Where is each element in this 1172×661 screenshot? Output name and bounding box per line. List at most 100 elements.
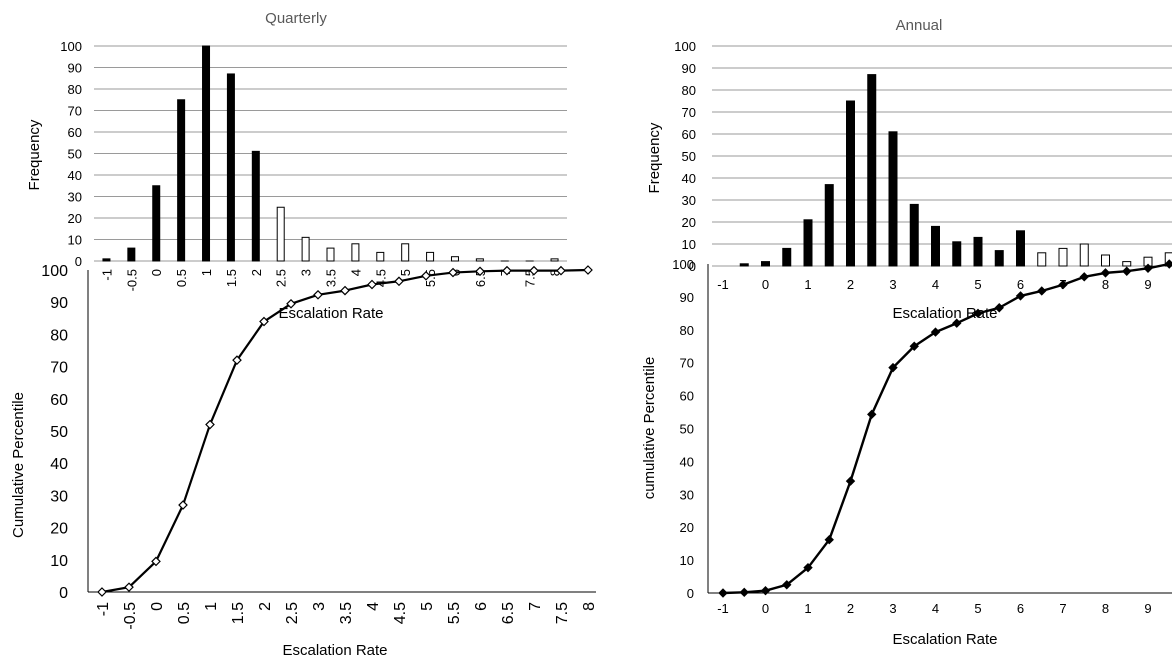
annual-bar	[739, 263, 749, 267]
quarterly-cumulative-y-tick-label: 20	[50, 521, 68, 538]
annual-bar	[994, 250, 1004, 267]
quarterly-bar	[226, 73, 235, 262]
annual-cumulative-point	[760, 585, 771, 596]
quarterly-x-tick-label: 0	[149, 269, 164, 276]
annual-gridlines	[712, 45, 1172, 267]
quarterly-title: Quarterly	[265, 10, 327, 27]
quarterly-cumulative-y-tick-label: 50	[50, 424, 68, 441]
annual-cumulative-line	[718, 259, 1172, 598]
quarterly-x-tick-label: 8	[548, 269, 563, 276]
annual-cumulative-y-tick-label: 20	[680, 520, 694, 535]
quarterly-cumulative-point	[151, 556, 161, 567]
quarterly-cumulative-point	[367, 279, 377, 290]
annual-cumulative-point	[973, 308, 983, 319]
quarterly-x-ticks: -1-0.500.511.522.533.544.555.566.577.58	[99, 269, 562, 291]
annual-x-tick-label: 3	[889, 277, 896, 292]
annual-cumulative-y-tick-label: 80	[680, 323, 694, 338]
annual-bar	[888, 131, 898, 267]
annual-bar	[931, 225, 940, 267]
annual-x-tick-label: 6	[1017, 277, 1024, 292]
annual-bar	[846, 100, 855, 267]
annual-bar	[824, 184, 834, 267]
annual-title: Annual	[896, 17, 943, 34]
annual-y-tick-label: 20	[682, 215, 696, 230]
annual-bar	[909, 203, 919, 267]
annual-cumulative-point	[1079, 272, 1089, 282]
annual-x-tick-label: 0	[762, 277, 769, 292]
annual-histogram: Annual 0 10 20 30 40 50 60 70 80 90 100 -1 0 1 2 3 4 5 6 7…	[646, 17, 1172, 322]
annual-cumulative-x-tick-label: 8	[1102, 601, 1109, 616]
quarterly-y-tick-label: 10	[68, 233, 82, 248]
annual-y-ticks: 0 10 20 30 40 50 60 70 80 90 100	[674, 39, 696, 274]
quarterly-cumulative-x-tick-label: 1.5	[230, 602, 247, 624]
quarterly-bar	[251, 150, 260, 262]
quarterly-cumulative-point	[421, 270, 431, 281]
quarterly-cumulative-point	[205, 419, 215, 430]
annual-cumulative-y-tick-label: 90	[680, 290, 694, 305]
quarterly-cumulative-point	[502, 265, 512, 276]
annual-cumulative-point	[718, 588, 728, 598]
quarterly-cumulative-point	[394, 276, 404, 287]
quarterly-y-tick-label: 90	[68, 61, 82, 76]
quarterly-y-tick-label: 70	[68, 104, 82, 119]
quarterly-bar	[351, 243, 360, 262]
quarterly-x-tick-label: 1.5	[224, 269, 239, 287]
annual-cumulative-y-tick-label: 30	[680, 487, 694, 502]
annual-cumulative-point	[739, 587, 749, 598]
quarterly-cumulative-y-tick-label: 40	[50, 456, 68, 473]
annual-cumulative-y-tick-label: 40	[680, 454, 694, 469]
quarterly-cumulative-x-ticks: -1 -0.5 0 0.5 1 1.5 2 2.5 3 3.5 4 4.5 5 5.5 6 6.5 7 7.5 8	[95, 602, 598, 630]
annual-cumulative-x-tick-label: 5	[974, 601, 981, 616]
quarterly-bar	[152, 185, 161, 262]
quarterly-y-tick-label: 20	[68, 211, 82, 226]
annual-cumulative-x-tick-label: 9	[1144, 601, 1151, 616]
quarterly-cumulative-x-tick-label: 7	[527, 602, 544, 611]
quarterly-x-tick-label: -0.5	[124, 269, 139, 291]
quarterly-x-tick-label: 2	[249, 269, 264, 276]
annual-cumulative-point	[1122, 266, 1132, 276]
quarterly-cumulative-line	[97, 265, 593, 597]
quarterly-gridlines	[94, 45, 567, 262]
quarterly-x-axis-title: Escalation Rate	[278, 305, 383, 322]
quarterly-y-ticks: 0 10 20 30 40 50 60 70 80 90 100	[60, 39, 82, 269]
quarterly-bar	[177, 99, 186, 262]
annual-cumulative-y-tick-label: 60	[680, 389, 694, 404]
annual-cumulative-y-tick-label: 0	[687, 586, 694, 601]
annual-bar	[1016, 230, 1025, 267]
quarterly-cumulative-point	[583, 265, 593, 275]
quarterly-cumulative-point	[124, 582, 134, 593]
quarterly-x-tick-label: 5	[398, 269, 413, 276]
quarterly-cumulative-y-tick-label: 90	[50, 295, 68, 312]
annual-x-tick-label: 5	[974, 277, 981, 292]
quarterly-x-tick-label: 4	[348, 269, 363, 276]
annual-y-tick-label: 30	[682, 193, 696, 208]
quarterly-cumulative-axes	[87, 270, 596, 593]
quarterly-cumulative-x-tick-label: 2	[257, 602, 274, 611]
annual-cumulative-point	[909, 341, 919, 351]
quarterly-y-tick-label: 30	[68, 190, 82, 205]
quarterly-cumulative-y-tick-label: 0	[59, 585, 68, 602]
annual-x-tick-label: 2	[847, 277, 854, 292]
annual-cumulative-axes	[707, 264, 1172, 594]
quarterly-bar	[127, 247, 136, 262]
quarterly-cumulative-x-tick-label: 6.5	[500, 602, 517, 624]
quarterly-bar	[376, 251, 385, 262]
annual-cumulative-point	[824, 534, 834, 545]
quarterly-cumulative-point	[97, 587, 107, 597]
quarterly-cumulative-point	[529, 265, 539, 276]
quarterly-bar	[426, 251, 435, 262]
quarterly-cumulative-point	[475, 266, 485, 277]
quarterly-bar	[475, 258, 484, 262]
annual-bar	[761, 261, 770, 267]
quarterly-cumulative-x-tick-label: 2.5	[284, 602, 301, 624]
quarterly-cumulative-y-tick-label: 100	[41, 263, 68, 280]
quarterly-bar	[326, 247, 335, 262]
annual-cumulative-point	[952, 318, 962, 328]
annual-cumulative-y-axis-title: cumulative Percentile	[641, 357, 658, 500]
quarterly-cumulative-x-tick-label: 7.5	[554, 602, 571, 624]
quarterly-y-axis-title: Frequency	[26, 119, 43, 190]
quarterly-cumulative-y-tick-label: 80	[50, 327, 68, 344]
annual-cumulative-x-tick-label: 2	[847, 601, 854, 616]
